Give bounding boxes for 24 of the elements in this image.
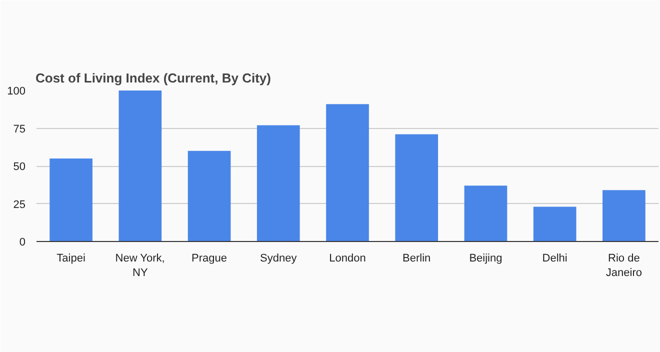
bar [533, 206, 576, 242]
x-tick-label: Prague [192, 252, 228, 264]
bar [464, 186, 508, 242]
y-tick-label: 0 [19, 236, 26, 248]
chart-title: Cost of Living Index (Current, By City) [36, 70, 271, 86]
x-tick-label: Rio de Janeiro [606, 252, 642, 279]
x-tick-label: Delhi [542, 252, 568, 264]
bar [188, 150, 231, 242]
y-tick-label: 25 [13, 198, 26, 211]
bar [118, 90, 162, 242]
y-tick-label: 50 [13, 161, 26, 173]
y-tick-label: 75 [13, 123, 26, 136]
x-tick-label: Sydney [260, 252, 298, 264]
bar [602, 190, 646, 242]
y-tick-label: 100 [7, 86, 26, 98]
x-tick-label: London [329, 252, 366, 264]
bar [395, 134, 438, 242]
x-tick-label: Taipei [56, 252, 86, 264]
x-tick-label: Beijing [469, 252, 502, 264]
bar [50, 158, 92, 242]
bar [326, 104, 369, 242]
x-tick-label: New York, NY [115, 252, 165, 279]
x-tick-label: Berlin [402, 252, 431, 264]
bar [256, 125, 300, 242]
